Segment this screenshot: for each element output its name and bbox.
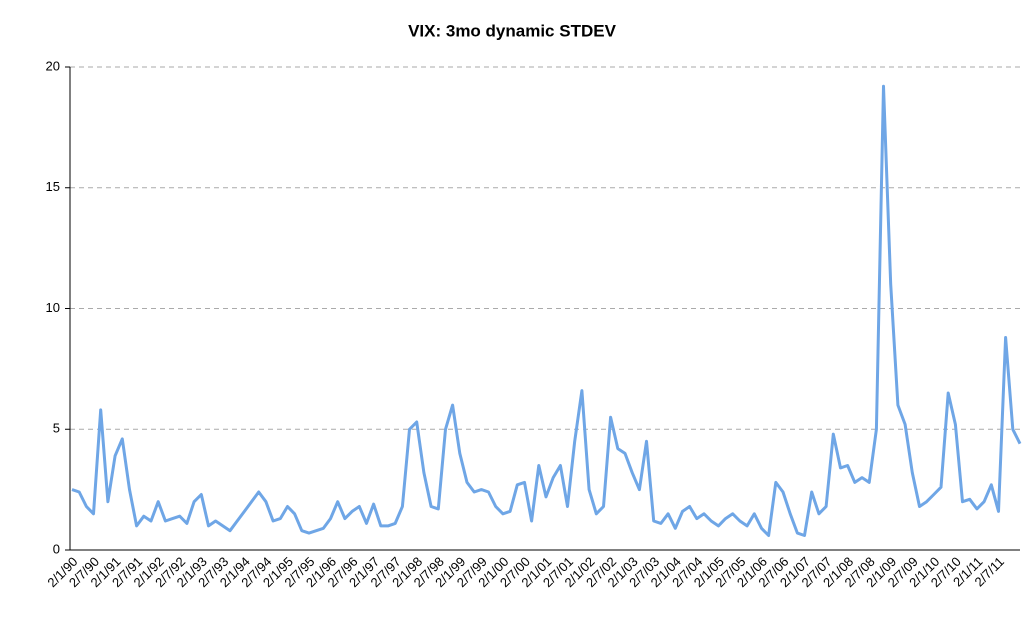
chart-title: VIX: 3mo dynamic STDEV <box>408 21 616 40</box>
y-tick-label: 10 <box>46 300 60 315</box>
y-tick-label: 0 <box>53 541 60 556</box>
y-tick-label: 15 <box>46 179 60 194</box>
series-line <box>71 84 1022 537</box>
y-tick-label: 5 <box>53 421 60 436</box>
y-tick-label: 20 <box>46 58 60 73</box>
